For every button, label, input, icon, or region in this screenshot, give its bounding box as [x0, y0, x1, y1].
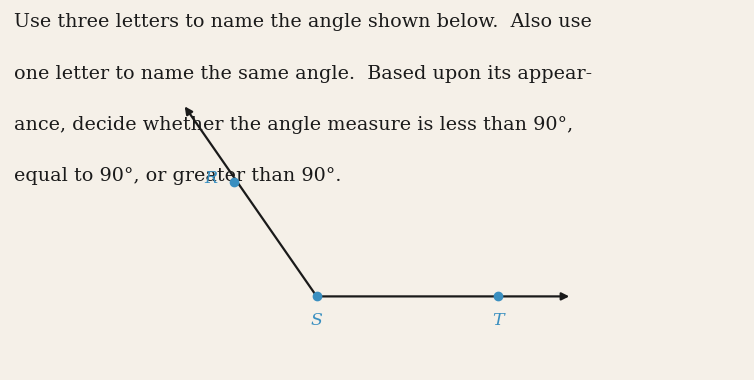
Text: equal to 90°, or greater than 90°.: equal to 90°, or greater than 90°. [14, 167, 341, 185]
Text: S: S [311, 312, 323, 329]
Text: one letter to name the same angle.  Based upon its appear-: one letter to name the same angle. Based… [14, 65, 592, 82]
Text: ance, decide whether the angle measure is less than 90°,: ance, decide whether the angle measure i… [14, 116, 573, 134]
Text: R: R [204, 170, 217, 187]
Text: T: T [492, 312, 504, 329]
Text: Use three letters to name the angle shown below.  Also use: Use three letters to name the angle show… [14, 13, 591, 31]
